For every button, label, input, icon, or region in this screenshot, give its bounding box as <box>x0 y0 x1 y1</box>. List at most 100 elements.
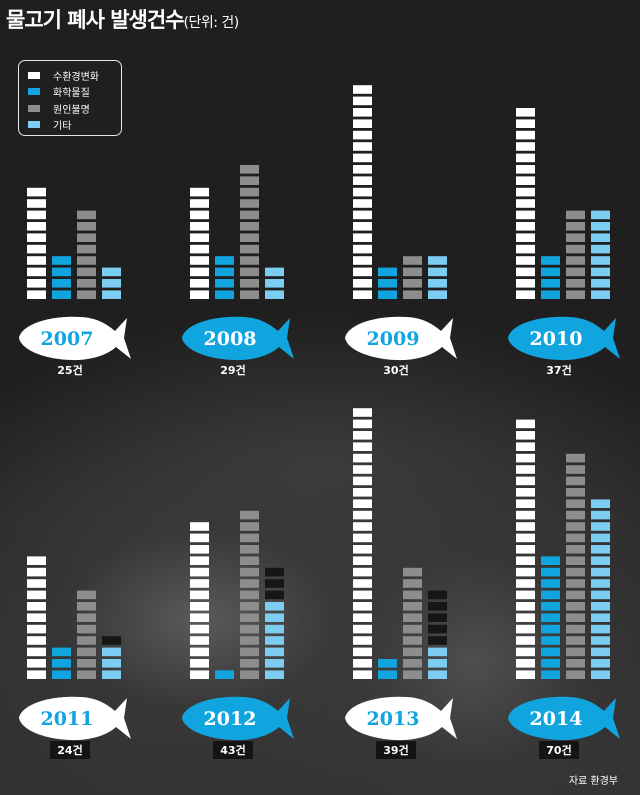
bar-segment <box>541 670 560 679</box>
bar-segment <box>516 442 535 451</box>
legend-item-chemical: 화학물질 <box>28 84 121 101</box>
bar-segment <box>240 244 259 254</box>
total-count-label: 43건 <box>220 743 245 757</box>
bar-segment <box>353 442 372 451</box>
bar-segment <box>591 556 610 565</box>
bar-segment <box>403 579 422 588</box>
fish-badge: 2011 <box>19 696 131 741</box>
bar-segment <box>378 267 397 277</box>
bar-segment <box>516 533 535 543</box>
bar-segment <box>190 187 209 197</box>
bar-segment-empty <box>265 590 284 600</box>
bar-segment <box>240 636 259 645</box>
total-count-label: 24건 <box>57 743 82 757</box>
bar-segment <box>77 590 96 600</box>
total-count-label: 70건 <box>546 743 571 757</box>
year-label: 2014 <box>530 708 583 730</box>
bar-segment-empty <box>428 613 447 622</box>
bar-segment <box>591 613 610 622</box>
bar-segment <box>516 636 535 645</box>
bar-segment <box>516 419 535 429</box>
bar-segment-empty <box>265 579 284 588</box>
year-label: 2008 <box>204 328 257 350</box>
bar-segment <box>102 279 121 288</box>
bar-segment <box>102 670 121 679</box>
bar-segment <box>27 659 46 668</box>
fish-badge: 2012 <box>182 696 294 741</box>
bar-segment <box>215 256 234 265</box>
bar-segment <box>353 613 372 622</box>
bar-segment <box>190 567 209 577</box>
bar-segment <box>77 279 96 288</box>
bar-segment <box>240 233 259 242</box>
bar-segment <box>353 153 372 163</box>
bar-segment <box>591 279 610 288</box>
bar-segment <box>77 659 96 668</box>
bar-segment <box>591 659 610 668</box>
bar-segment <box>265 279 284 288</box>
bar-segment <box>403 670 422 679</box>
bar-segment <box>378 670 397 679</box>
bar-segment <box>591 567 610 577</box>
bar-segment <box>190 233 209 242</box>
fish-icon <box>345 696 457 741</box>
bar-segment <box>353 96 372 106</box>
bar-segment <box>566 590 585 600</box>
bar-segment <box>240 290 259 299</box>
bar-segment <box>215 290 234 299</box>
bar-segment <box>403 256 422 265</box>
bar-segment <box>516 176 535 185</box>
bar-segment <box>591 510 610 520</box>
bar-segment <box>353 222 372 231</box>
bar-segment <box>541 556 560 565</box>
bar-segment <box>240 279 259 288</box>
bar-segment <box>516 108 535 117</box>
bar-segment <box>516 290 535 299</box>
bar-segment <box>240 533 259 543</box>
total-count-label: 37건 <box>546 363 571 377</box>
bar-segment <box>240 199 259 208</box>
bar-segment <box>566 533 585 543</box>
bar-segment <box>591 256 610 265</box>
bar-segment <box>52 256 71 265</box>
bar-segment <box>566 636 585 645</box>
bar-segment <box>190 636 209 645</box>
bar-segment <box>428 256 447 265</box>
bar-segment <box>566 290 585 299</box>
bar-segment <box>353 176 372 185</box>
bar-segment <box>566 647 585 657</box>
bar-segment <box>403 279 422 288</box>
bar-segment <box>516 244 535 254</box>
bar-segment <box>566 556 585 565</box>
bar-segment <box>541 290 560 299</box>
bar-segment <box>77 290 96 299</box>
bar-segment <box>353 636 372 645</box>
bar-segment <box>591 233 610 242</box>
bar-segment <box>591 222 610 231</box>
bar-segment <box>541 602 560 611</box>
bar-segment <box>240 165 259 174</box>
total-count-label: 39건 <box>383 743 408 757</box>
bar-segment <box>353 476 372 486</box>
fish-icon <box>345 316 457 361</box>
bar-segment <box>591 636 610 645</box>
bar-segment <box>353 624 372 634</box>
bar-segment <box>566 256 585 265</box>
bar-segment <box>353 267 372 277</box>
bar-segment <box>102 659 121 668</box>
bar-segment <box>541 256 560 265</box>
legend-swatch-light-blue <box>28 121 40 129</box>
bar-segment <box>190 613 209 622</box>
total-label-bg <box>539 741 579 759</box>
bar-segment <box>353 244 372 254</box>
bar-segment <box>378 279 397 288</box>
bar-segment <box>240 267 259 277</box>
bar-segment <box>27 579 46 588</box>
bar-segment <box>591 244 610 254</box>
year-label: 2013 <box>367 708 420 730</box>
bar-segment <box>516 476 535 486</box>
fish-badge: 2009 <box>345 316 457 361</box>
legend-swatch-white <box>28 71 40 79</box>
bar-segment <box>240 210 259 220</box>
